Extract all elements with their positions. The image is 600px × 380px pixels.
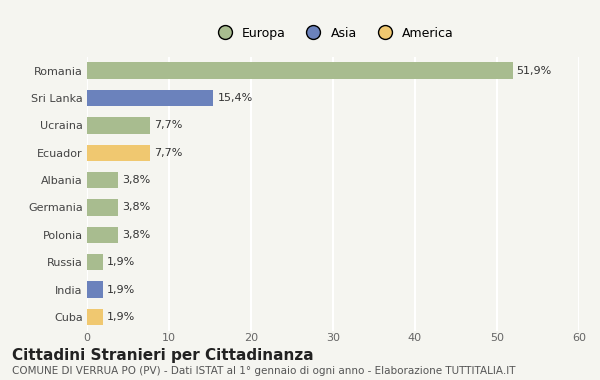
Bar bbox=[87, 90, 213, 106]
Text: 3,8%: 3,8% bbox=[122, 175, 151, 185]
Text: 51,9%: 51,9% bbox=[517, 66, 552, 76]
Text: 1,9%: 1,9% bbox=[107, 285, 135, 294]
Legend: Europa, Asia, America: Europa, Asia, America bbox=[212, 27, 454, 40]
Bar bbox=[87, 281, 103, 298]
Text: 1,9%: 1,9% bbox=[107, 257, 135, 267]
Bar bbox=[87, 226, 118, 243]
Bar bbox=[87, 144, 150, 161]
Bar bbox=[87, 172, 118, 188]
Bar bbox=[87, 309, 103, 325]
Text: Cittadini Stranieri per Cittadinanza: Cittadini Stranieri per Cittadinanza bbox=[12, 348, 314, 363]
Text: 3,8%: 3,8% bbox=[122, 203, 151, 212]
Bar bbox=[87, 117, 150, 134]
Bar bbox=[87, 254, 103, 271]
Bar bbox=[87, 199, 118, 216]
Text: COMUNE DI VERRUA PO (PV) - Dati ISTAT al 1° gennaio di ogni anno - Elaborazione : COMUNE DI VERRUA PO (PV) - Dati ISTAT al… bbox=[12, 366, 515, 375]
Text: 3,8%: 3,8% bbox=[122, 230, 151, 240]
Text: 1,9%: 1,9% bbox=[107, 312, 135, 322]
Text: 7,7%: 7,7% bbox=[154, 120, 182, 130]
Bar bbox=[87, 62, 512, 79]
Text: 7,7%: 7,7% bbox=[154, 148, 182, 158]
Text: 15,4%: 15,4% bbox=[217, 93, 253, 103]
